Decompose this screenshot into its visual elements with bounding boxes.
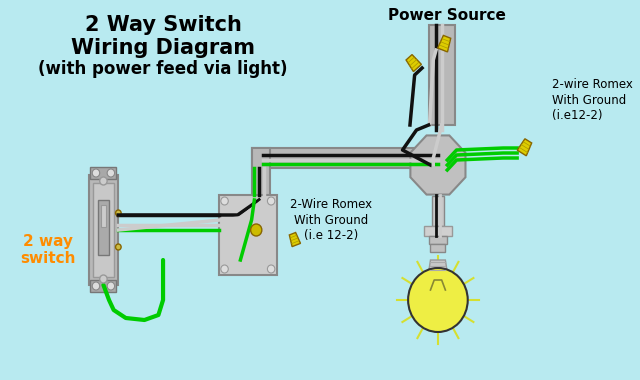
Bar	[429, 25, 454, 125]
Circle shape	[92, 282, 100, 290]
Text: Wiring Diagram: Wiring Diagram	[71, 38, 255, 58]
Bar	[424, 226, 452, 236]
Bar	[90, 167, 116, 179]
Circle shape	[107, 282, 115, 290]
Circle shape	[221, 197, 228, 205]
Circle shape	[100, 177, 107, 185]
Text: 2 way
switch: 2 way switch	[20, 234, 76, 266]
Circle shape	[408, 268, 468, 332]
Circle shape	[268, 265, 275, 273]
Bar	[98, 200, 109, 255]
Circle shape	[100, 275, 107, 283]
Circle shape	[116, 244, 121, 250]
Bar	[90, 280, 116, 292]
Polygon shape	[429, 260, 447, 272]
Bar	[252, 148, 433, 168]
Text: 2 Way Switch: 2 Way Switch	[84, 15, 241, 35]
Circle shape	[107, 169, 115, 177]
Text: (with power feed via light): (with power feed via light)	[38, 60, 288, 78]
Bar	[252, 148, 270, 253]
Bar	[88, 175, 118, 285]
Circle shape	[251, 224, 262, 236]
Text: 2-wire Romex
With Ground
(i.e12-2): 2-wire Romex With Ground (i.e12-2)	[552, 79, 632, 122]
Text: Power Source: Power Source	[388, 8, 506, 23]
Bar	[429, 236, 447, 244]
Circle shape	[92, 169, 100, 177]
Circle shape	[116, 210, 121, 216]
Circle shape	[221, 265, 228, 273]
Bar	[93, 183, 114, 277]
Polygon shape	[406, 55, 421, 71]
Polygon shape	[517, 139, 532, 156]
Polygon shape	[410, 135, 465, 195]
Bar	[100, 205, 106, 227]
Circle shape	[268, 197, 275, 205]
Bar	[219, 195, 276, 275]
Polygon shape	[438, 35, 451, 52]
Bar	[431, 244, 445, 252]
Polygon shape	[289, 233, 301, 247]
Text: 2-Wire Romex
With Ground
(i.e 12-2): 2-Wire Romex With Ground (i.e 12-2)	[290, 198, 372, 242]
Bar	[433, 196, 444, 226]
